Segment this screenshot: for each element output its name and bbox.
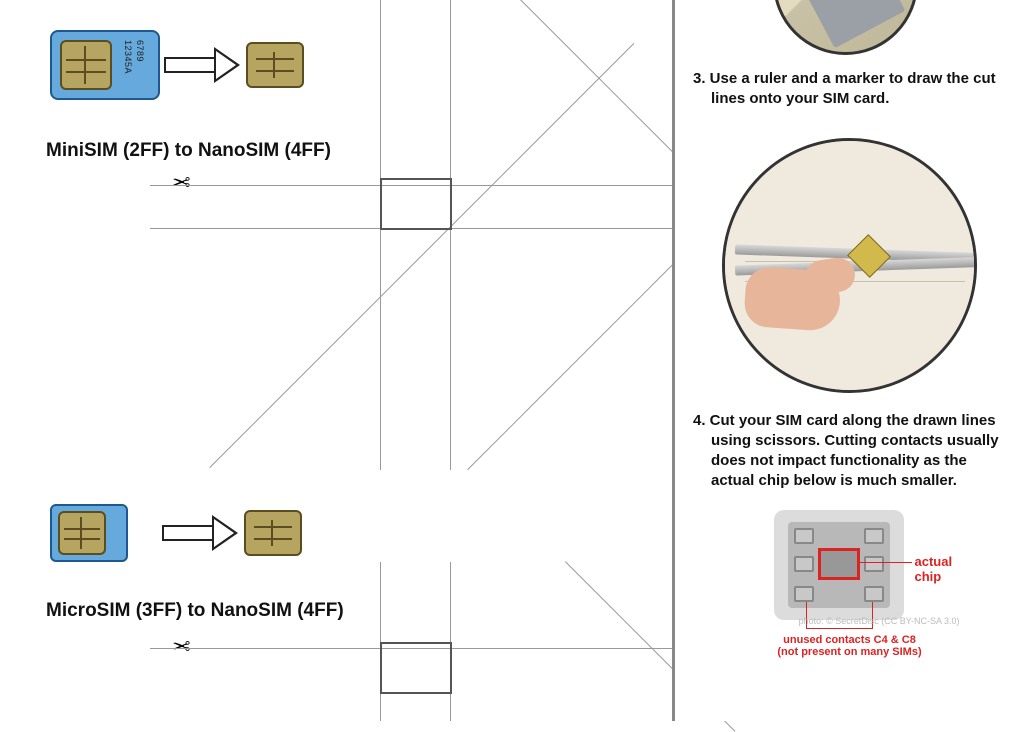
nanosim-card <box>244 510 302 556</box>
mini-to-nano-row: 12345A 6789 <box>50 30 304 100</box>
scissors-icon: ✂ <box>172 170 190 196</box>
sim-serial-1: 12345A <box>122 40 132 74</box>
nanosim-card <box>246 42 304 88</box>
section-title-mini: MiniSIM (2FF) to NanoSIM (4FF) <box>46 140 331 162</box>
callout-contacts: unused contacts C4 & C8 (not present on … <box>742 634 958 658</box>
photo-credit: photo: © SecretDisc (CC BY-NC-SA 3.0) <box>799 616 960 626</box>
arrow-icon <box>164 47 242 83</box>
step4-text: 4. Cut your SIM card along the drawn lin… <box>693 411 1006 492</box>
guide-line <box>450 0 451 470</box>
minisim-card: 12345A 6789 <box>50 30 160 100</box>
instructions-sidebar: 3. Use a ruler and a marker to draw the … <box>672 0 1024 721</box>
actual-chip-highlight <box>818 548 860 580</box>
step4-photo <box>722 138 977 393</box>
guide-line <box>209 43 634 468</box>
micro-to-nano-row <box>50 504 302 562</box>
template-area: 12345A 6789 MiniSIM (2FF) to NanoSIM (4F… <box>0 0 672 721</box>
guide-line <box>380 0 381 470</box>
scissors-icon: ✂ <box>172 634 190 660</box>
step3-text: 3. Use a ruler and a marker to draw the … <box>693 69 1006 110</box>
step3-photo <box>773 0 918 55</box>
callout-actual-chip: actual chip <box>915 554 953 584</box>
nano-cutbox <box>380 178 452 230</box>
microsim-card <box>50 504 128 562</box>
chip-diagram: actual chip unused contacts C4 & C8 (not… <box>750 504 950 664</box>
arrow-icon <box>162 515 240 551</box>
sim-serial-2: 6789 <box>134 40 144 62</box>
section-title-micro: MicroSIM (3FF) to NanoSIM (4FF) <box>46 600 344 622</box>
nano-cutbox <box>380 642 452 694</box>
